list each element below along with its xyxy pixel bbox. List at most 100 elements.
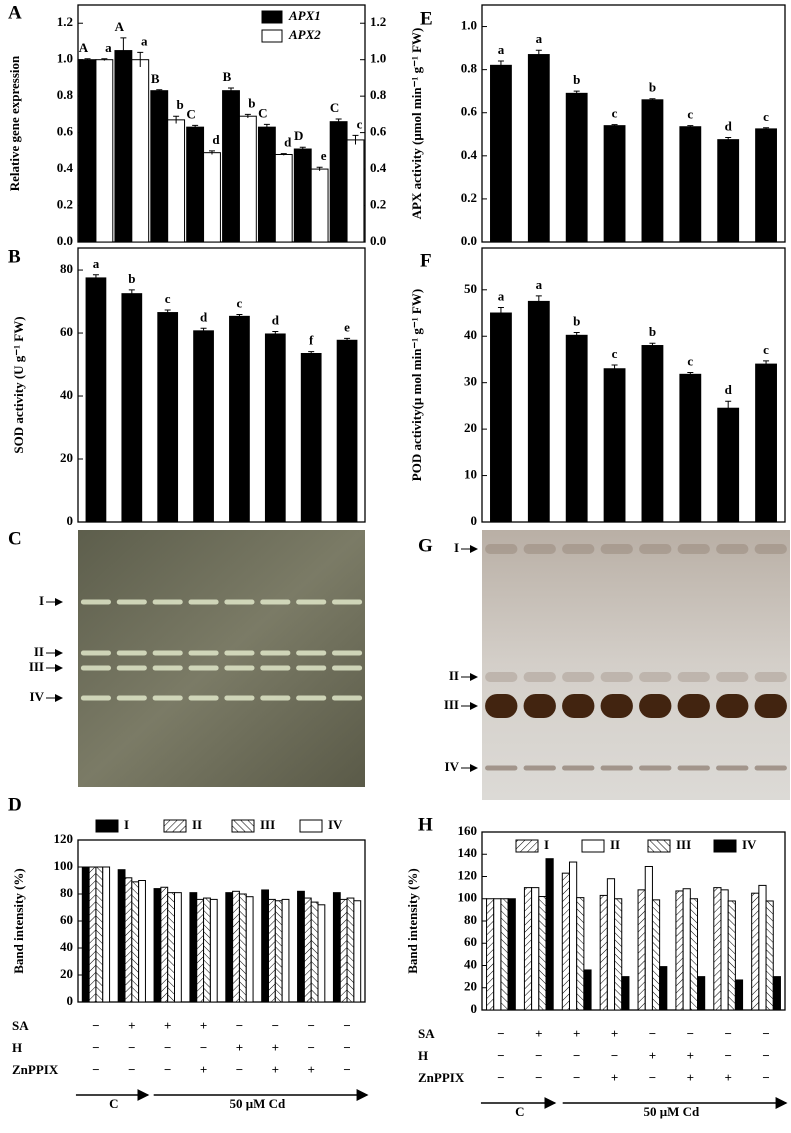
y-tick-label: 100 (458, 890, 478, 905)
treatment-sign: − (307, 1018, 314, 1033)
significance-letter: a (105, 40, 112, 55)
y-axis-label: APX activity (μmol min⁻¹ g⁻¹ FW) (409, 28, 424, 220)
treatment-sign: + (236, 1040, 243, 1055)
y-tick-label: 10 (464, 467, 477, 482)
bar (583, 969, 592, 1011)
y2-tick-label: 0.6 (370, 124, 387, 139)
significance-letter: c (612, 346, 618, 361)
bar (274, 900, 283, 1003)
band-label: IV (30, 689, 45, 704)
bar (755, 128, 777, 243)
bar (772, 976, 781, 1011)
bar (689, 898, 699, 1011)
error-bar (763, 360, 770, 368)
bar (717, 407, 740, 523)
panel-label: G (418, 535, 433, 556)
legend-label: APX1 (288, 8, 321, 23)
treatment-sign: − (573, 1048, 580, 1063)
error-bar (573, 90, 580, 96)
bar (157, 312, 179, 523)
bar (85, 277, 107, 523)
panel-label: B (8, 246, 21, 267)
gel-band (331, 695, 363, 701)
bar (545, 858, 554, 1011)
bar (245, 896, 254, 1003)
y-tick-label: 120 (458, 867, 478, 882)
bar (621, 976, 630, 1011)
bar (538, 896, 547, 1011)
bar (150, 90, 169, 243)
error-bar (725, 400, 732, 416)
significance-letter: b (649, 80, 656, 95)
gel-band (754, 694, 787, 718)
treatment-sign: − (307, 1040, 314, 1055)
significance-letter: a (141, 33, 148, 48)
gel-band (716, 544, 749, 554)
bar (114, 50, 133, 243)
y-tick-label: 0.8 (461, 61, 478, 76)
gel-band (116, 665, 147, 671)
plot-frame (481, 247, 786, 523)
bar (124, 877, 133, 1003)
bar (727, 900, 736, 1011)
y-axis-label: Band intensity (%) (11, 868, 26, 973)
bar (599, 894, 608, 1011)
gel-band (562, 694, 595, 718)
bar (131, 59, 150, 243)
treatment-sign: + (687, 1048, 694, 1063)
gel-band (677, 544, 710, 554)
significance-letter: b (649, 324, 656, 339)
bar (203, 152, 221, 243)
significance-letter: a (536, 277, 543, 292)
y-tick-label: 0.6 (461, 104, 478, 119)
bar (186, 126, 205, 243)
legend-label: III (260, 817, 275, 832)
significance-letter: C (186, 106, 195, 121)
y-tick-label: 80 (464, 912, 477, 927)
y-axis-label: SOD activity (U g⁻¹ FW) (11, 316, 26, 453)
treatment-sign: − (497, 1070, 504, 1085)
treatment-name: H (418, 1048, 428, 1063)
gel-band (716, 694, 749, 718)
legend-label: II (192, 817, 202, 832)
gel-band (677, 765, 710, 771)
treatment-sign: − (649, 1026, 656, 1041)
gel-band (152, 695, 183, 701)
significance-letter: b (573, 72, 580, 87)
error-bar (497, 306, 504, 319)
y-tick-label: 60 (464, 934, 477, 949)
bar (193, 330, 214, 523)
legend-label: APX2 (288, 27, 321, 42)
significance-letter: d (725, 382, 733, 397)
bar (81, 866, 90, 1003)
gel-image (482, 530, 790, 800)
bar (297, 890, 305, 1003)
gel-band (523, 544, 556, 554)
error-bar (236, 313, 243, 319)
band-label: I (454, 540, 459, 555)
treatment-sign: − (724, 1026, 731, 1041)
bar (167, 119, 186, 243)
y-tick-label: 20 (60, 966, 73, 981)
bar (507, 898, 516, 1011)
significance-letter: A (79, 40, 89, 55)
error-bar (308, 351, 315, 356)
gel-band (296, 695, 327, 701)
significance-letter: d (284, 135, 292, 150)
significance-letter: c (612, 106, 618, 121)
gel-band (260, 599, 291, 605)
treatment-sign: − (343, 1018, 350, 1033)
bar (490, 312, 512, 523)
gel-band (600, 544, 633, 554)
gel-band (523, 694, 556, 718)
band-label: II (449, 668, 459, 683)
treatment-name: H (12, 1040, 22, 1055)
y2-tick-label: 0.8 (370, 87, 387, 102)
significance-letter: b (177, 97, 184, 112)
y-tick-label: 20 (464, 420, 477, 435)
error-bar (352, 134, 359, 145)
bar (734, 979, 744, 1011)
band-label: I (39, 593, 44, 608)
bar (274, 153, 293, 243)
treatment-sign: − (497, 1026, 504, 1041)
